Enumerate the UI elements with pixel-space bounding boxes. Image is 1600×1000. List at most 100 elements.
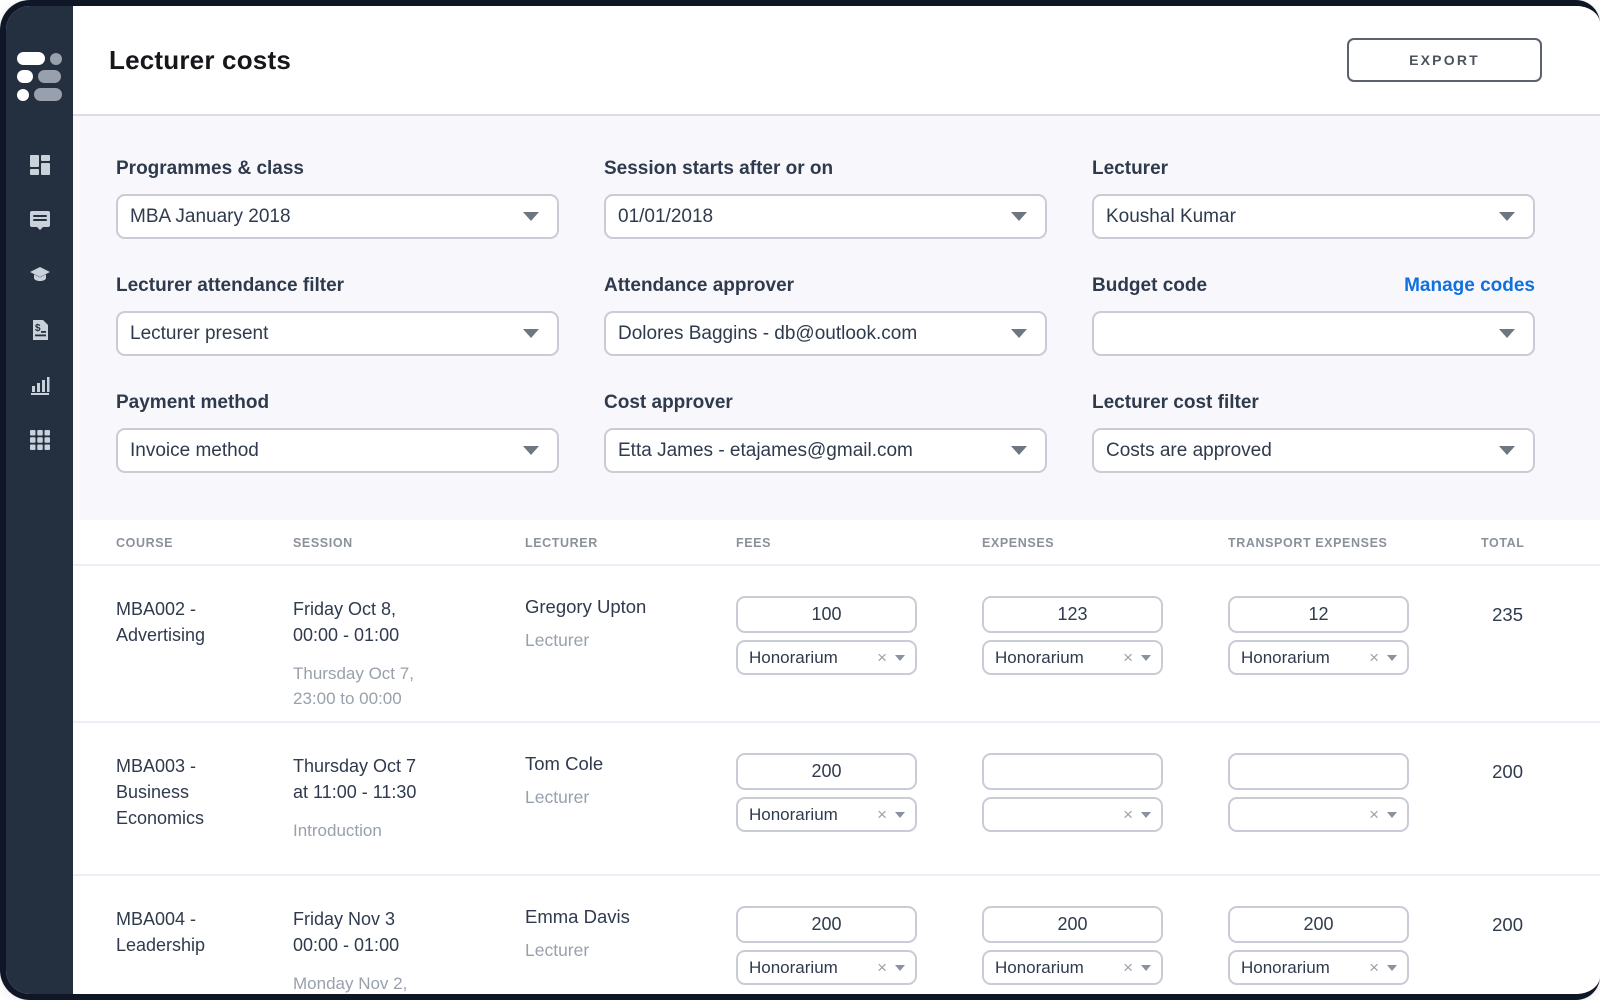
chevron-down-icon	[523, 329, 539, 338]
lecturer-cell: Tom Cole Lecturer	[525, 753, 604, 807]
budget-code-dropdown[interactable]	[1092, 311, 1535, 356]
transport-expenses-cell: Honorarium ×	[1228, 596, 1481, 721]
lecturer-cell: Gregory Upton Lecturer	[525, 596, 647, 650]
clear-icon[interactable]: ×	[1369, 957, 1379, 977]
clear-icon[interactable]: ×	[877, 804, 887, 824]
chevron-down-icon	[1141, 811, 1151, 818]
filter-lecturer: Lecturer Koushal Kumar	[1092, 158, 1535, 239]
chevron-down-icon	[1499, 212, 1515, 221]
bar-chart-icon[interactable]	[28, 373, 52, 397]
clear-icon[interactable]: ×	[1123, 647, 1133, 667]
expenses-cell: Honorarium ×	[982, 906, 1228, 994]
col-header-fees: FEES	[736, 536, 772, 550]
export-button[interactable]: EXPORT	[1347, 38, 1542, 82]
clear-icon[interactable]: ×	[1123, 804, 1133, 824]
col-header-expenses: EXPENSES	[982, 536, 1055, 550]
transport-amount-input[interactable]	[1228, 906, 1409, 943]
transport-expenses-cell: ×	[1228, 753, 1481, 874]
col-header-session: SESSION	[293, 536, 353, 550]
filter-budget-code: Budget code Manage codes	[1092, 275, 1535, 356]
manage-codes-link[interactable]: Manage codes	[1404, 275, 1535, 296]
filter-cost-approver: Cost approver Etta James - etajames@gmai…	[604, 392, 1047, 473]
filter-attendance: Lecturer attendance filter Lecturer pres…	[116, 275, 559, 356]
table-row: MBA002 - Advertising Friday Oct 8, 00:00 …	[73, 566, 1600, 723]
fees-type-select[interactable]: Honorarium ×	[736, 797, 917, 832]
transport-type-select[interactable]: ×	[1228, 797, 1409, 832]
transport-amount-input[interactable]	[1228, 753, 1409, 790]
main-content: Lecturer costs EXPORT Programmes & class…	[73, 6, 1600, 994]
invoice-icon[interactable]: $	[28, 318, 52, 342]
cost-approver-dropdown[interactable]: Etta James - etajames@gmail.com	[604, 428, 1047, 473]
filter-session-starts: Session starts after or on 01/01/2018	[604, 158, 1047, 239]
fees-amount-input[interactable]	[736, 906, 917, 943]
filter-label: Budget code	[1092, 275, 1208, 296]
filter-programmes-class: Programmes & class MBA January 2018	[116, 158, 559, 239]
filter-label: Lecturer attendance filter	[116, 275, 345, 296]
expenses-type-select[interactable]: Honorarium ×	[982, 640, 1163, 675]
fees-amount-input[interactable]	[736, 596, 917, 633]
fees-cell: Honorarium ×	[736, 906, 982, 994]
expenses-type-select[interactable]: Honorarium ×	[982, 950, 1163, 985]
chevron-down-icon	[523, 212, 539, 221]
col-header-total: TOTAL	[1481, 536, 1525, 550]
fees-type-select[interactable]: Honorarium ×	[736, 950, 917, 985]
programmes-class-dropdown[interactable]: MBA January 2018	[116, 194, 559, 239]
filters-section: Programmes & class MBA January 2018 Sess…	[73, 116, 1600, 520]
transport-type-select[interactable]: Honorarium ×	[1228, 640, 1409, 675]
filter-label: Cost approver	[604, 392, 733, 413]
fees-amount-input[interactable]	[736, 753, 917, 790]
page-title: Lecturer costs	[109, 44, 291, 75]
filter-label: Lecturer cost filter	[1092, 392, 1259, 413]
chevron-down-icon	[1499, 329, 1515, 338]
sidebar-nav: $	[28, 153, 52, 452]
topbar: Lecturer costs EXPORT	[73, 6, 1600, 116]
chevron-down-icon	[1011, 329, 1027, 338]
fees-cell: Honorarium ×	[736, 596, 982, 721]
sidebar: $	[6, 6, 73, 994]
fees-type-select[interactable]: Honorarium ×	[736, 640, 917, 675]
session-subtitle: Thursday Oct 7, 23:00 to 00:00	[293, 664, 414, 708]
clear-icon[interactable]: ×	[877, 647, 887, 667]
card-reader-icon[interactable]	[28, 208, 52, 232]
lecturer-cell: Emma Davis Lecturer	[525, 906, 630, 960]
attendance-filter-dropdown[interactable]: Lecturer present	[116, 311, 559, 356]
fees-cell: Honorarium ×	[736, 753, 982, 874]
chevron-down-icon	[1387, 654, 1397, 661]
expenses-type-select[interactable]: ×	[982, 797, 1163, 832]
course-cell: MBA002 - Advertising	[116, 599, 206, 645]
expenses-cell: ×	[982, 753, 1228, 874]
clear-icon[interactable]: ×	[1369, 647, 1379, 667]
dashboard-icon[interactable]	[28, 153, 52, 177]
attendance-approver-dropdown[interactable]: Dolores Baggins - db@outlook.com	[604, 311, 1047, 356]
total-cell: 200	[1492, 761, 1523, 782]
chevron-down-icon	[1387, 964, 1397, 971]
lecturer-cost-dropdown[interactable]: Costs are approved	[1092, 428, 1535, 473]
app-logo[interactable]	[17, 52, 62, 101]
session-subtitle: Introduction	[293, 821, 382, 840]
apps-grid-icon[interactable]	[28, 428, 52, 452]
graduation-cap-icon[interactable]	[28, 263, 52, 287]
expenses-amount-input[interactable]	[982, 906, 1163, 943]
clear-icon[interactable]: ×	[1369, 804, 1379, 824]
clear-icon[interactable]: ×	[1123, 957, 1133, 977]
session-starts-dropdown[interactable]: 01/01/2018	[604, 194, 1047, 239]
expenses-amount-input[interactable]	[982, 753, 1163, 790]
filter-lecturer-cost: Lecturer cost filter Costs are approved	[1092, 392, 1535, 473]
col-header-transport: TRANSPORT EXPENSES	[1228, 536, 1388, 550]
chevron-down-icon	[895, 654, 905, 661]
payment-method-dropdown[interactable]: Invoice method	[116, 428, 559, 473]
chevron-down-icon	[523, 446, 539, 455]
lecturer-dropdown[interactable]: Koushal Kumar	[1092, 194, 1535, 239]
transport-amount-input[interactable]	[1228, 596, 1409, 633]
filter-label: Programmes & class	[116, 158, 304, 179]
expenses-cell: Honorarium ×	[982, 596, 1228, 721]
expenses-amount-input[interactable]	[982, 596, 1163, 633]
course-cell: MBA003 - Business Economics	[116, 756, 205, 828]
chevron-down-icon	[895, 811, 905, 818]
filter-label: Lecturer	[1092, 158, 1169, 179]
total-cell: 235	[1492, 604, 1523, 625]
transport-type-select[interactable]: Honorarium ×	[1228, 950, 1409, 985]
total-cell: 200	[1492, 914, 1523, 935]
clear-icon[interactable]: ×	[877, 957, 887, 977]
session-cell: Friday Nov 3 00:00 - 01:00 Monday Nov 2,	[293, 906, 458, 994]
